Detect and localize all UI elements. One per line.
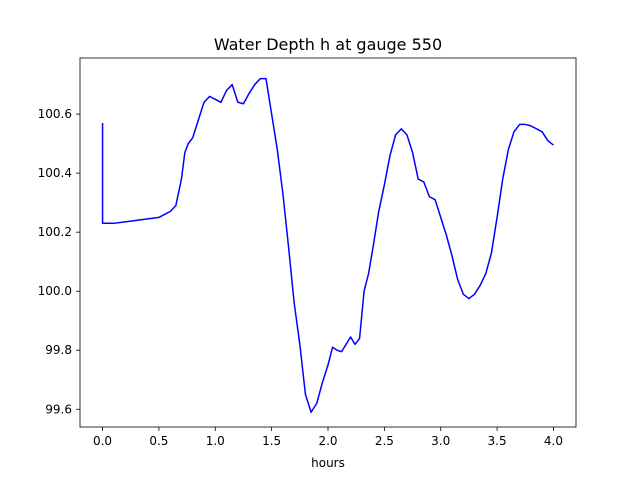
y-tick-label: 100.2 [38, 225, 72, 239]
x-tick-label: 3.5 [488, 434, 507, 448]
x-tick-label: 2.0 [318, 434, 337, 448]
plot-area [80, 58, 576, 427]
x-tick-label: 1.5 [262, 434, 281, 448]
series-line [101, 77, 554, 413]
chart-title: Water Depth h at gauge 550 [214, 35, 442, 54]
x-tick-label: 0.0 [93, 434, 112, 448]
x-tick-label: 0.5 [149, 434, 168, 448]
y-tick-label: 99.8 [45, 343, 72, 357]
x-tick-label: 4.0 [544, 434, 563, 448]
x-tick-label: 1.0 [206, 434, 225, 448]
plot-frame [79, 57, 577, 428]
x-tick-label: 2.5 [375, 434, 394, 448]
y-axis-ticks: 99.6 99.8 100.0 100.2 100.4 100.6 [38, 107, 80, 416]
y-tick-label: 99.6 [45, 402, 72, 416]
x-axis-ticks: 0.0 0.5 1.0 1.5 2.0 2.5 3.0 3.5 4.0 [93, 427, 563, 448]
y-tick-label: 100.0 [38, 284, 72, 298]
x-axis-label: hours [311, 456, 345, 470]
y-tick-label: 100.6 [38, 107, 72, 121]
x-tick-label: 3.0 [431, 434, 450, 448]
y-tick-label: 100.4 [38, 166, 72, 180]
